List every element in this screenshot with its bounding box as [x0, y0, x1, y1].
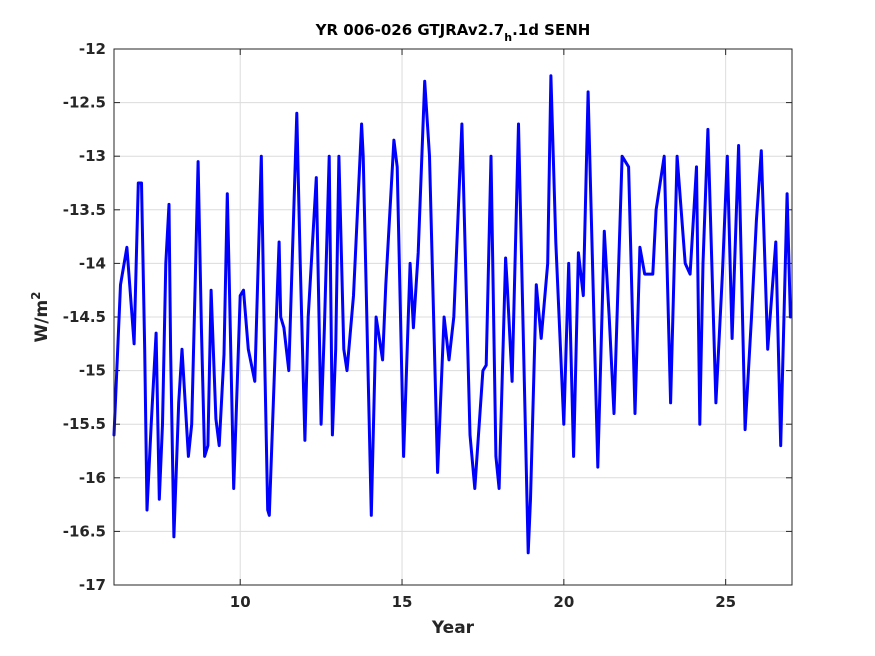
y-axis-title: W/m2: [29, 291, 52, 342]
y-tick-label: -12: [79, 40, 106, 58]
chart-title-suffix: .1d SENH: [512, 21, 590, 39]
series-layer: [112, 74, 792, 555]
x-axis-title: Year: [431, 618, 475, 638]
y-tick-label: -12.5: [63, 94, 106, 112]
chart-title: YR 006-026 GTJRAv2.7h.1d SENH: [315, 21, 591, 44]
y-tick-label: -13: [79, 147, 106, 165]
chart-title-main: YR 006-026 GTJRAv2.7: [315, 21, 505, 39]
y-tick-label: -16.5: [63, 522, 106, 540]
x-tick-label: 15: [392, 593, 413, 611]
chart-title-subscript: h: [504, 31, 512, 44]
y-tick-label: -17: [79, 576, 106, 594]
x-tick-label: 20: [553, 593, 574, 611]
y-axis-title-base: W/m: [32, 300, 52, 343]
y-tick-label: -14: [79, 254, 106, 272]
x-tick-label: 10: [230, 593, 251, 611]
x-tick-label: 25: [715, 593, 736, 611]
y-tick-label: -16: [79, 469, 106, 487]
series-line: [112, 74, 792, 555]
y-tick-label: -15.5: [63, 415, 106, 433]
x-tick-labels: 10 15 20 25: [230, 593, 736, 611]
y-tick-label: -15: [79, 362, 106, 380]
y-axis-title-superscript: 2: [29, 291, 43, 299]
y-tick-label: -14.5: [63, 308, 106, 326]
y-tick-label: -13.5: [63, 201, 106, 219]
y-tick-labels: -12 -12.5 -13 -13.5 -14 -14.5 -15 -15.5 -16 -16.5…: [63, 40, 106, 594]
axes-box: [113, 48, 793, 586]
